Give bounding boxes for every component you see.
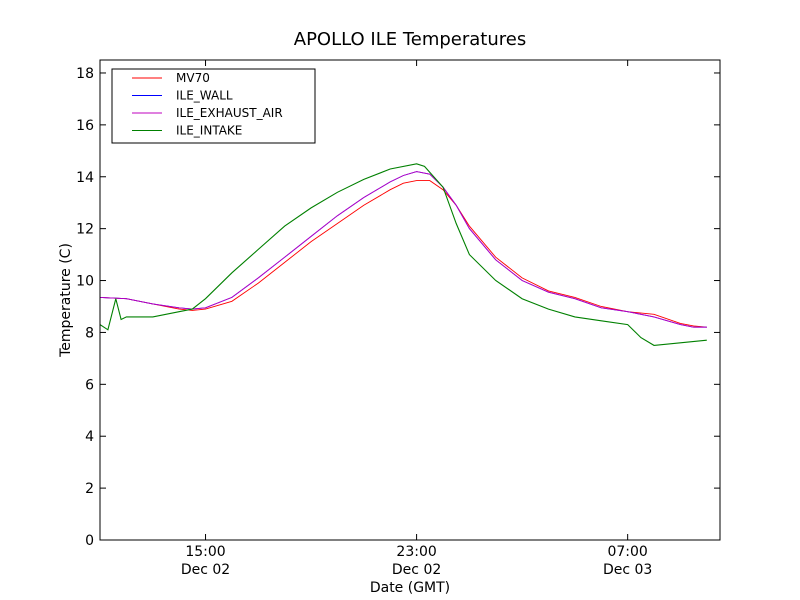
y-tick-label: 6 [85,377,94,393]
legend-label: ILE_WALL [176,89,233,103]
x-tick-label-time: 07:00 [607,544,647,560]
y-tick-label: 4 [85,429,94,445]
series-line-mv70 [100,180,707,328]
y-tick-label: 18 [76,66,94,82]
x-tick-label-date: Dec 02 [392,562,441,578]
legend-label: ILE_EXHAUST_AIR [176,106,283,120]
y-axis: 0 2 4 6 8 10 12 14 16 18 [76,66,720,549]
series-line-ile-intake [100,163,707,346]
series-layer [100,163,707,346]
y-tick-label: 0 [85,533,94,549]
y-tick-label: 12 [76,222,94,238]
y-tick-label: 2 [85,481,94,497]
legend-label: MV70 [176,71,210,85]
legend: MV70 ILE_WALL ILE_EXHAUST_AIR ILE_INTAKE [111,68,316,144]
chart-title: APOLLO ILE Temperatures [294,29,526,50]
y-tick-label: 16 [76,118,94,134]
x-tick-label-time: 23:00 [396,544,436,560]
series-line-ile-exhaust-air [100,171,707,328]
y-tick-label: 8 [85,325,94,341]
y-tick-label: 10 [76,274,94,290]
x-axis-title: Date (GMT) [370,580,450,596]
legend-label: ILE_INTAKE [176,124,242,138]
y-axis-title: Temperature (C) [58,243,74,358]
x-tick-label-date: Dec 02 [181,562,230,578]
plot-border [99,59,721,541]
y-tick-label: 14 [76,170,94,186]
x-tick-label-time: 15:00 [185,544,225,560]
x-tick-label-date: Dec 03 [603,562,652,578]
